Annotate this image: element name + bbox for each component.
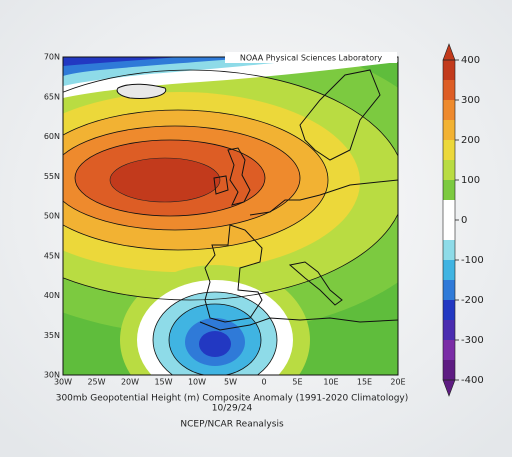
lon-label: 0: [261, 378, 266, 387]
colorbar-band: [443, 300, 455, 321]
colorbar-band: [443, 120, 455, 141]
anomaly-field: [63, 57, 398, 375]
banner: NOAA Physical Sciences Laboratory: [240, 54, 383, 63]
lon-label: 15E: [357, 378, 372, 387]
coastlines: [116, 69, 398, 331]
lon-label: 15W: [154, 378, 172, 387]
lat-label: 50N: [44, 212, 60, 221]
caption: 300mb Geopotential Height (m) Composite …: [56, 394, 409, 404]
lat-label: 70N: [44, 53, 60, 62]
colorbar-tick-label: 300: [461, 95, 480, 106]
colorbar-band: [443, 80, 455, 101]
lon-label: 5W: [224, 378, 237, 387]
colorbar-tick-label: -200: [461, 295, 484, 306]
banner-box: [225, 52, 397, 63]
colorbar-band: [443, 320, 455, 341]
colorbar-tick-label: 100: [461, 175, 480, 186]
lat-label: 55N: [44, 172, 60, 181]
colorbar-tick-label: 400: [461, 55, 480, 66]
colorbar-band: [443, 220, 455, 241]
colorbar-band: [443, 240, 455, 261]
colorbar-band: [443, 140, 455, 161]
lon-label: 20E: [390, 378, 405, 387]
caption: 10/29/24: [212, 404, 253, 414]
colorbar-tick-label: 0: [461, 215, 467, 226]
lon-label: 25W: [87, 378, 105, 387]
lon-label: 5E: [292, 378, 302, 387]
colorbar-band: [443, 260, 455, 281]
colorbar-band: [443, 180, 455, 201]
colorbar-band: [443, 200, 455, 221]
lon-label: 10W: [188, 378, 206, 387]
lon-label: 20W: [121, 378, 139, 387]
lon-label: 10E: [323, 378, 338, 387]
colorbar-band: [443, 60, 455, 81]
lon-label: 30W: [54, 378, 72, 387]
caption: NCEP/NCAR Reanalysis: [180, 420, 284, 430]
colorbar-band: [443, 160, 455, 181]
lat-label: 40N: [44, 291, 60, 300]
lat-label: 45N: [44, 251, 60, 260]
colorbar-tick-label: 200: [461, 135, 480, 146]
colorbar-band: [443, 340, 455, 361]
lat-label: 60N: [44, 132, 60, 141]
lat-label: 65N: [44, 92, 60, 101]
lat-label: 35N: [44, 331, 60, 340]
colorbar-band: [443, 360, 455, 381]
colorbar-tick-label: -300: [461, 335, 484, 346]
lat-label: 30N: [44, 371, 60, 380]
colorbar-tick-label: -400: [461, 375, 484, 386]
colorbar-band: [443, 280, 455, 301]
colorbar-tick-label: -100: [461, 255, 484, 266]
colorbar-band: [443, 100, 455, 121]
